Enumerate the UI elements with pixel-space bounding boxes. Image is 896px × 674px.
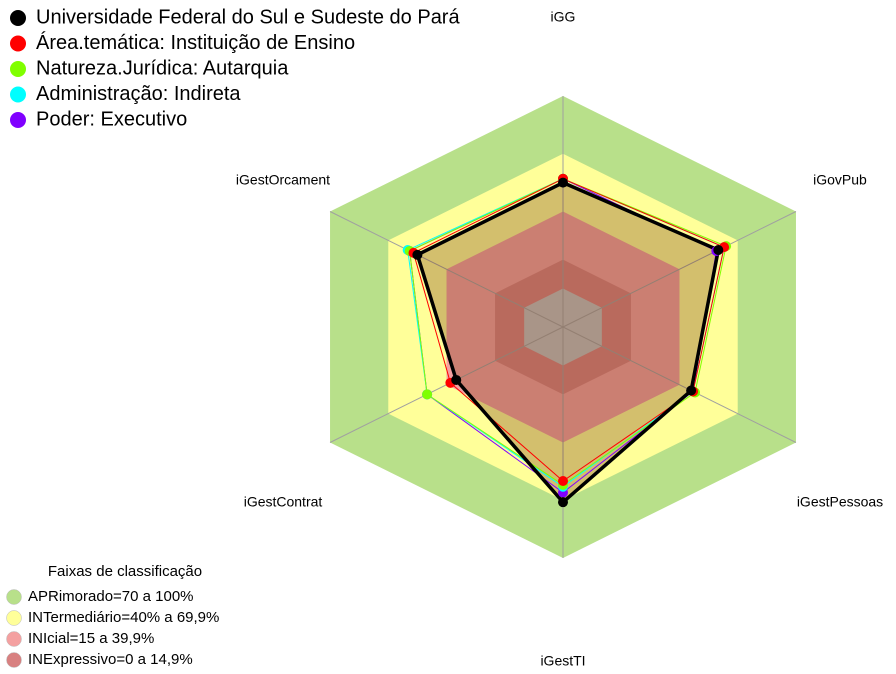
- axis-label: iGestContrat: [244, 494, 323, 510]
- legend-marker: [10, 61, 26, 77]
- legend-label: Área.temática: Instituição de Ensino: [36, 31, 355, 54]
- series-point: [422, 389, 433, 400]
- axis-label: iGestOrcament: [236, 172, 330, 188]
- spoke: [562, 211, 797, 328]
- spoke: [562, 326, 797, 443]
- series-point: [412, 249, 423, 260]
- series-point: [558, 497, 568, 508]
- band-legend-marker: [6, 631, 22, 647]
- axis-label: iGestTI: [540, 653, 585, 669]
- band-legend-label: INIcial=15 a 39,9%: [28, 630, 154, 647]
- legend-marker: [10, 35, 26, 52]
- band-legend-marker: [6, 589, 22, 605]
- series-point: [686, 385, 697, 396]
- series-point: [451, 374, 462, 385]
- band-legend-label: INExpressivo=0 a 14,9%: [28, 651, 193, 668]
- series-point: [558, 177, 568, 188]
- band-legend-marker: [6, 610, 22, 626]
- axis-label: iGG: [551, 9, 576, 25]
- series-point: [558, 476, 568, 486]
- series-point: [713, 245, 724, 255]
- legend-label: Universidade Federal do Sul e Sudeste do…: [36, 6, 460, 28]
- band-legend-marker: [6, 652, 22, 668]
- bands-title: Faixas de classificação: [48, 563, 202, 580]
- band-legend-label: INTermediário=40% a 69,9%: [28, 609, 219, 626]
- axis-label: iGovPub: [813, 172, 867, 188]
- band-legend-label: APRimorado=70 a 100%: [28, 588, 194, 605]
- legend-marker: [10, 86, 26, 103]
- legend-marker: [10, 112, 26, 128]
- spoke: [329, 211, 564, 328]
- series-area: [417, 182, 719, 503]
- legend-label: Administração: Indireta: [36, 83, 241, 105]
- legend-marker: [10, 10, 26, 26]
- legend-label: Natureza.Jurídica: Autarquia: [36, 57, 289, 79]
- axis-label: iGestPessoas: [797, 494, 883, 510]
- legend-label: Poder: Executivo: [36, 108, 187, 130]
